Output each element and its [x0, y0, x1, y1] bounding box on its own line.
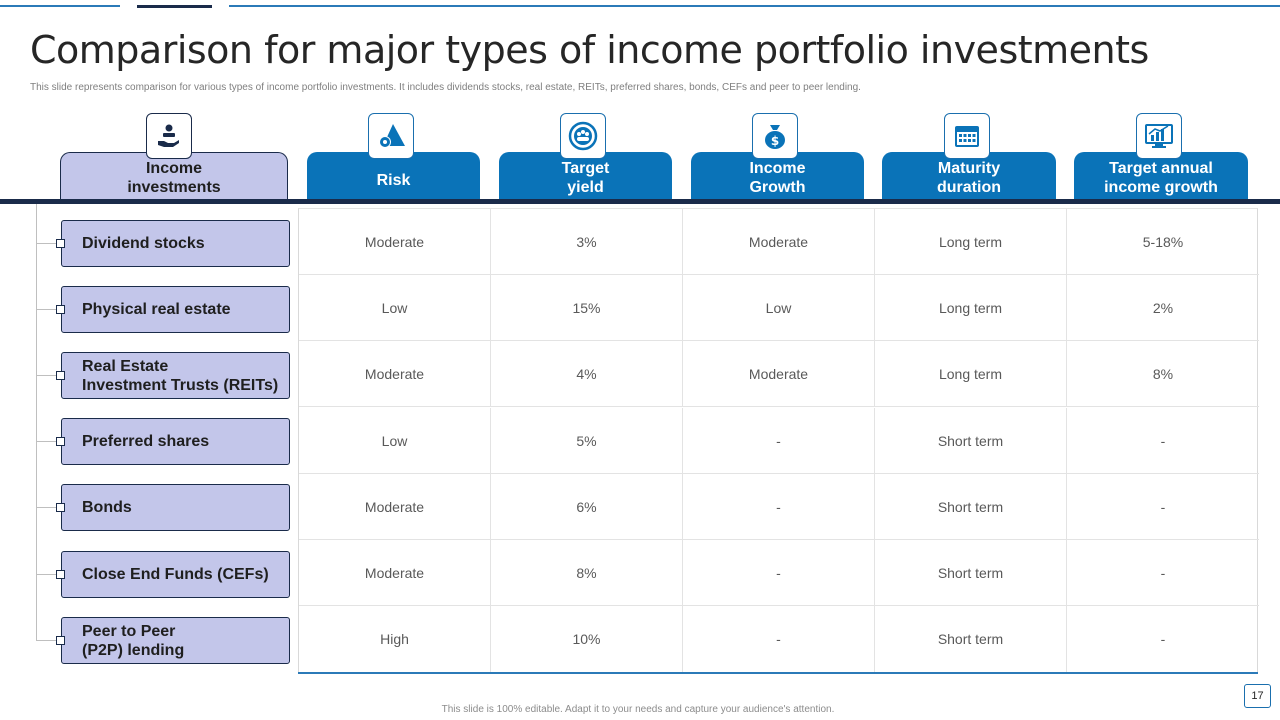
target-people-icon [560, 113, 606, 159]
tree-tick [36, 441, 58, 442]
money-bag-icon: $ [752, 113, 798, 159]
column-header-income-growth: Income Growth [691, 152, 864, 200]
table-cell: - [683, 606, 875, 672]
row-label-p2p-lending: Peer to Peer (P2P) lending [61, 617, 290, 664]
row-label-physical-real-estate: Physical real estate [61, 286, 290, 333]
row-label-reits: Real Estate Investment Trusts (REITs) [61, 352, 290, 399]
svg-text:$: $ [771, 134, 779, 148]
table-cell: 3% [491, 209, 683, 275]
tree-node-marker [56, 503, 65, 512]
column-header-target-yield: Target yield [499, 152, 672, 200]
table-cell: Short term [875, 540, 1067, 606]
table-cell: Low [299, 275, 491, 341]
row-label-preferred-shares: Preferred shares [61, 418, 290, 465]
table-cell: 8% [491, 540, 683, 606]
gear-triangle-icon [368, 113, 414, 159]
tree-node-marker [56, 570, 65, 579]
page-subtitle: This slide represents comparison for var… [30, 82, 861, 93]
page-number: 17 [1244, 684, 1271, 708]
tree-node-marker [56, 239, 65, 248]
tree-tick [36, 375, 58, 376]
table-cell: - [1067, 540, 1259, 606]
table-cell: - [683, 408, 875, 474]
table-cell: Moderate [683, 341, 875, 407]
tree-node-marker [56, 305, 65, 314]
table-cell: 2% [1067, 275, 1259, 341]
table-cell: Long term [875, 275, 1067, 341]
comparison-table: Moderate 3% Moderate Long term 5-18% Low… [298, 208, 1259, 674]
column-header-risk: Risk [307, 152, 480, 200]
tree-connector-line [36, 204, 37, 640]
footer-note: This slide is 100% editable. Adapt it to… [441, 704, 835, 715]
table-cell: 10% [491, 606, 683, 672]
table-cell: - [683, 540, 875, 606]
table-cell: Short term [875, 606, 1067, 672]
column-header-income-investments: Income investments [60, 152, 288, 200]
tree-node-marker [56, 437, 65, 446]
growth-chart-monitor-icon [1136, 113, 1182, 159]
table-cell: - [1160, 631, 1166, 647]
calendar-icon [944, 113, 990, 159]
row-label-dividend-stocks: Dividend stocks [61, 220, 290, 267]
tree-tick [36, 243, 58, 244]
table-cell: - [1067, 474, 1259, 540]
row-label-bonds: Bonds [61, 484, 290, 531]
top-accent-line-left [0, 5, 120, 7]
table-cell: 5% [491, 408, 683, 474]
table-cell: 6% [491, 474, 683, 540]
column-header-maturity-duration: Maturity duration [882, 152, 1056, 200]
table-bottom-line [298, 672, 1258, 674]
table-cell: 15% [491, 275, 683, 341]
top-accent-line-dark [137, 5, 212, 8]
table-cell: Moderate [299, 209, 491, 275]
top-accent-line-right [229, 5, 1280, 7]
table-cell: Long term [875, 341, 1067, 407]
tree-tick [36, 640, 58, 641]
header-divider-bar [0, 199, 1280, 204]
tree-node-marker [56, 636, 65, 645]
table-cell: 4% [491, 341, 683, 407]
row-label-close-end-funds: Close End Funds (CEFs) [61, 551, 290, 598]
tree-tick [36, 309, 58, 310]
table-cell: Low [683, 275, 875, 341]
table-cell: - [1067, 408, 1259, 474]
table-cell: Moderate [299, 540, 491, 606]
table-cell: Short term [875, 408, 1067, 474]
hand-money-icon [146, 113, 192, 159]
table-cell: Moderate [299, 474, 491, 540]
tree-tick [36, 574, 58, 575]
table-cell: Low [299, 408, 491, 474]
table-cell: Short term [875, 474, 1067, 540]
tree-tick [36, 507, 58, 508]
table-cell: 5-18% [1067, 209, 1259, 275]
table-cell: Long term [875, 209, 1067, 275]
tree-node-marker [56, 371, 65, 380]
table-cell: Moderate [683, 209, 875, 275]
column-header-target-annual-income-growth: Target annual income growth [1074, 152, 1248, 200]
page-title: Comparison for major types of income por… [30, 28, 1149, 72]
table-cell: - [683, 474, 875, 540]
table-cell: Moderate [299, 341, 491, 407]
table-cell: 8% [1067, 341, 1259, 407]
table-cell: High [299, 606, 491, 672]
